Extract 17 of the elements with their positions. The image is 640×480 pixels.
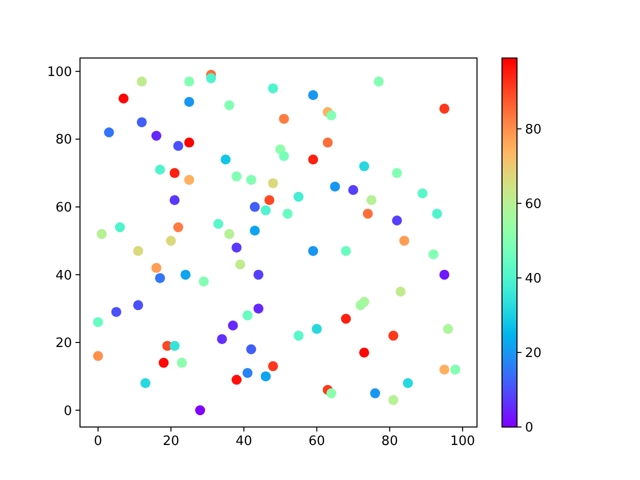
- x-tick-label: 60: [308, 434, 326, 449]
- color-bar-label: 0: [525, 420, 534, 436]
- color-bar-label: 80: [525, 122, 542, 138]
- y-tick-label: 0: [64, 404, 72, 419]
- y-tick-label: 60: [55, 200, 72, 216]
- color-bar-label: 20: [525, 346, 542, 362]
- color-bar-label: 40: [525, 271, 542, 286]
- x-tick-label: 20: [162, 434, 180, 449]
- color-bar-label: 60: [525, 196, 542, 212]
- x-tick-label: 80: [381, 434, 398, 449]
- x-tick-label: 40: [236, 434, 252, 449]
- x-tick-label: 0: [94, 434, 102, 449]
- y-tick-label: 100: [47, 64, 72, 80]
- x-tick-label: 100: [450, 434, 476, 449]
- y-tick-label: 80: [55, 132, 72, 148]
- y-tick-label: 20: [55, 336, 72, 352]
- y-tick-label: 40: [55, 268, 72, 284]
